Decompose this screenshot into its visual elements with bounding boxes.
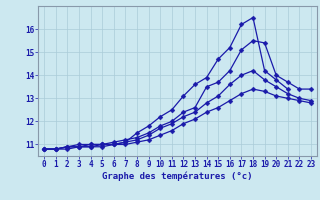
X-axis label: Graphe des températures (°c): Graphe des températures (°c) xyxy=(102,172,253,181)
